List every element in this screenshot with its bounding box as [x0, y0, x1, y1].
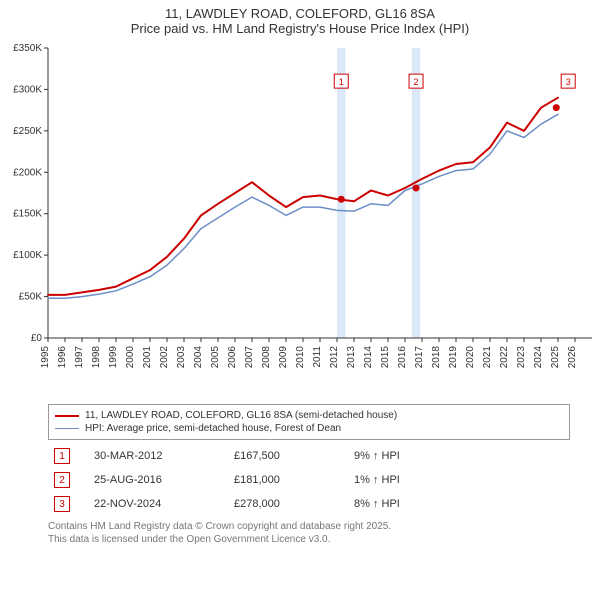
x-tick-label: 2005	[210, 346, 221, 369]
x-tick-label: 2007	[244, 346, 255, 369]
x-tick-label: 2022	[499, 346, 510, 369]
x-tick-label: 2000	[125, 346, 136, 369]
event-price: £181,000	[228, 468, 348, 492]
x-tick-label: 2010	[295, 346, 306, 369]
legend: 11, LAWDLEY ROAD, COLEFORD, GL16 8SA (se…	[48, 404, 570, 440]
event-row: 2 25-AUG-2016£181,0001% ↑ HPI	[48, 468, 570, 492]
y-tick-label: £250K	[13, 126, 42, 137]
event-dot	[553, 104, 560, 111]
y-tick-label: £0	[31, 333, 43, 344]
y-tick-label: £50K	[19, 292, 43, 303]
title-line1: 11, LAWDLEY ROAD, COLEFORD, GL16 8SA	[0, 6, 600, 21]
event-delta: 9% ↑ HPI	[348, 444, 570, 468]
event-date: 30-MAR-2012	[88, 444, 228, 468]
legend-label: HPI: Average price, semi-detached house,…	[85, 423, 341, 434]
event-date: 22-NOV-2024	[88, 492, 228, 516]
events-table: 1 30-MAR-2012£167,5009% ↑ HPI 2 25-AUG-2016…	[48, 444, 570, 516]
event-row: 1 30-MAR-2012£167,5009% ↑ HPI	[48, 444, 570, 468]
x-tick-label: 2001	[142, 346, 153, 369]
x-tick-label: 1999	[108, 346, 119, 369]
y-tick-label: £200K	[13, 167, 42, 178]
highlight-band	[337, 48, 346, 338]
x-tick-label: 2014	[363, 346, 374, 369]
legend-swatch	[55, 415, 79, 417]
event-dot	[413, 185, 420, 192]
x-tick-label: 2021	[482, 346, 493, 369]
y-tick-label: £300K	[13, 84, 42, 95]
event-delta: 1% ↑ HPI	[348, 468, 570, 492]
event-date: 25-AUG-2016	[88, 468, 228, 492]
y-tick-label: £100K	[13, 250, 42, 261]
line-chart: £0 £50K £100K £150K £200K £250K £300K £350K 1995…	[0, 38, 600, 398]
x-tick-label: 2016	[397, 346, 408, 369]
x-tick-label: 2011	[312, 346, 323, 368]
event-price: £167,500	[228, 444, 348, 468]
event-price: £278,000	[228, 492, 348, 516]
x-tick-label: 1995	[40, 346, 51, 369]
x-tick-label: 2004	[193, 346, 204, 369]
x-tick-label: 2017	[414, 346, 425, 369]
x-tick-label: 2002	[159, 346, 170, 369]
x-tick-label: 2026	[567, 346, 578, 369]
x-tick-label: 1998	[91, 346, 102, 369]
footer-attribution: Contains HM Land Registry data © Crown c…	[48, 520, 570, 546]
x-tick-label: 2008	[261, 346, 272, 369]
x-tick-label: 1996	[57, 346, 68, 369]
event-delta: 8% ↑ HPI	[348, 492, 570, 516]
legend-label: 11, LAWDLEY ROAD, COLEFORD, GL16 8SA (se…	[85, 410, 397, 421]
footer-line1: Contains HM Land Registry data © Crown c…	[48, 520, 570, 533]
footer-line2: This data is licensed under the Open Gov…	[48, 533, 570, 546]
x-tick-label: 2003	[176, 346, 187, 369]
legend-item: HPI: Average price, semi-detached house,…	[55, 422, 563, 435]
legend-swatch	[55, 428, 79, 429]
x-tick-label: 2019	[448, 346, 459, 369]
x-tick-label: 2018	[431, 346, 442, 369]
legend-item: 11, LAWDLEY ROAD, COLEFORD, GL16 8SA (se…	[55, 409, 563, 422]
chart-title: 11, LAWDLEY ROAD, COLEFORD, GL16 8SA Pri…	[0, 0, 600, 38]
event-marker: 3	[54, 496, 70, 512]
title-line2: Price paid vs. HM Land Registry's House …	[0, 21, 600, 36]
x-tick-label: 1997	[74, 346, 85, 369]
event-marker-num: 1	[339, 77, 344, 87]
event-marker: 1	[54, 448, 70, 464]
event-marker-num: 3	[566, 77, 571, 87]
y-tick-label: £150K	[13, 209, 42, 220]
x-tick-label: 2023	[516, 346, 527, 369]
event-dot	[338, 196, 345, 203]
y-tick-label: £350K	[13, 43, 42, 54]
event-row: 3 22-NOV-2024£278,0008% ↑ HPI	[48, 492, 570, 516]
event-marker-num: 2	[414, 77, 419, 87]
event-marker: 2	[54, 472, 70, 488]
x-tick-label: 2024	[533, 346, 544, 369]
x-tick-label: 2006	[227, 346, 238, 369]
x-tick-label: 2009	[278, 346, 289, 369]
x-tick-label: 2012	[329, 346, 340, 369]
x-tick-label: 2015	[380, 346, 391, 369]
x-tick-label: 2025	[550, 346, 561, 369]
chart-area: £0 £50K £100K £150K £200K £250K £300K £350K 1995…	[0, 38, 600, 398]
x-tick-label: 2020	[465, 346, 476, 369]
highlight-band	[412, 48, 421, 338]
x-tick-label: 2013	[346, 346, 357, 369]
